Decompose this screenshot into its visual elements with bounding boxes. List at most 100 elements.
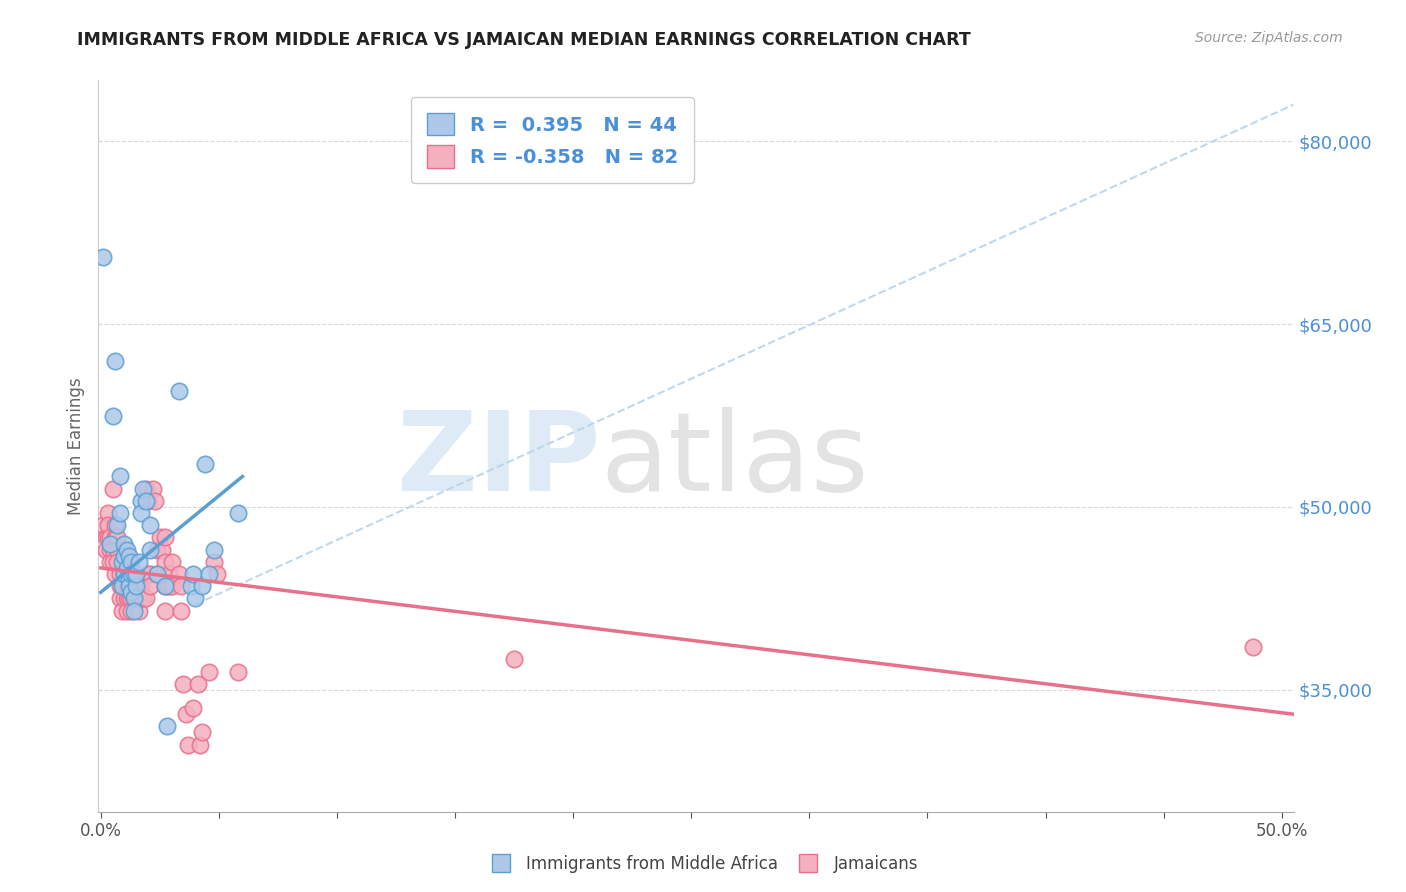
- Point: [121, 567, 143, 582]
- Point: [112, 567, 135, 582]
- Point: [94, 542, 117, 557]
- Point: [118, 567, 141, 582]
- Point: [143, 494, 166, 508]
- Point: [118, 573, 141, 587]
- Text: ZIP: ZIP: [396, 407, 600, 514]
- Point: [105, 555, 128, 569]
- Point: [157, 579, 180, 593]
- Point: [174, 707, 197, 722]
- Point: [136, 567, 159, 582]
- Legend: Immigrants from Middle Africa, Jamaicans: Immigrants from Middle Africa, Jamaicans: [481, 848, 925, 880]
- Point: [153, 579, 176, 593]
- Point: [104, 567, 127, 582]
- Point: [97, 530, 120, 544]
- Point: [153, 579, 176, 593]
- Point: [108, 591, 131, 606]
- Point: [101, 409, 124, 423]
- Point: [181, 701, 204, 715]
- Point: [104, 530, 127, 544]
- Point: [150, 542, 173, 557]
- Point: [118, 579, 141, 593]
- Point: [105, 530, 128, 544]
- Point: [122, 603, 145, 617]
- Point: [122, 591, 145, 606]
- Point: [108, 506, 131, 520]
- Point: [135, 482, 157, 496]
- Point: [184, 591, 207, 606]
- Point: [101, 482, 124, 496]
- Point: [118, 549, 141, 563]
- Point: [142, 482, 165, 496]
- Point: [97, 518, 120, 533]
- Point: [112, 591, 135, 606]
- Point: [153, 603, 176, 617]
- Point: [181, 567, 204, 582]
- Point: [121, 591, 143, 606]
- Point: [115, 603, 138, 617]
- Point: [112, 549, 135, 563]
- Point: [105, 518, 128, 533]
- Point: [112, 567, 135, 582]
- Point: [132, 591, 155, 606]
- Point: [135, 591, 157, 606]
- Point: [146, 542, 169, 557]
- Point: [167, 567, 190, 582]
- Point: [104, 518, 127, 533]
- Legend: R =  0.395   N = 44, R = -0.358   N = 82: R = 0.395 N = 44, R = -0.358 N = 82: [412, 97, 693, 183]
- Point: [118, 579, 141, 593]
- Point: [108, 579, 131, 593]
- Point: [94, 530, 117, 544]
- Point: [202, 555, 225, 569]
- Point: [97, 506, 120, 520]
- Point: [146, 567, 169, 582]
- Point: [205, 567, 228, 582]
- Point: [139, 542, 162, 557]
- Point: [156, 719, 179, 733]
- Point: [153, 530, 176, 544]
- Point: [129, 591, 152, 606]
- Point: [108, 469, 131, 483]
- Point: [146, 567, 169, 582]
- Point: [129, 494, 152, 508]
- Point: [112, 579, 135, 593]
- Point: [125, 579, 148, 593]
- Text: atlas: atlas: [600, 407, 869, 514]
- Point: [135, 494, 157, 508]
- Point: [128, 555, 150, 569]
- Point: [122, 579, 145, 593]
- Point: [125, 591, 148, 606]
- Point: [105, 542, 128, 557]
- Point: [139, 567, 162, 582]
- Point: [115, 579, 138, 593]
- Point: [98, 536, 121, 550]
- Point: [157, 567, 180, 582]
- Point: [202, 542, 225, 557]
- Point: [91, 518, 114, 533]
- Point: [503, 652, 526, 666]
- Point: [101, 542, 124, 557]
- Point: [128, 603, 150, 617]
- Point: [177, 738, 200, 752]
- Point: [187, 676, 209, 690]
- Point: [122, 567, 145, 582]
- Point: [111, 579, 134, 593]
- Point: [172, 676, 194, 690]
- Point: [136, 494, 159, 508]
- Point: [108, 567, 131, 582]
- Y-axis label: Median Earnings: Median Earnings: [66, 377, 84, 515]
- Point: [121, 603, 143, 617]
- Point: [188, 738, 211, 752]
- Point: [139, 518, 162, 533]
- Point: [125, 567, 148, 582]
- Point: [98, 542, 121, 557]
- Point: [139, 579, 162, 593]
- Point: [156, 579, 179, 593]
- Point: [112, 536, 135, 550]
- Point: [191, 725, 214, 739]
- Text: IMMIGRANTS FROM MIDDLE AFRICA VS JAMAICAN MEDIAN EARNINGS CORRELATION CHART: IMMIGRANTS FROM MIDDLE AFRICA VS JAMAICA…: [77, 31, 972, 49]
- Point: [98, 555, 121, 569]
- Point: [125, 579, 148, 593]
- Point: [226, 665, 249, 679]
- Point: [160, 579, 183, 593]
- Point: [167, 384, 190, 398]
